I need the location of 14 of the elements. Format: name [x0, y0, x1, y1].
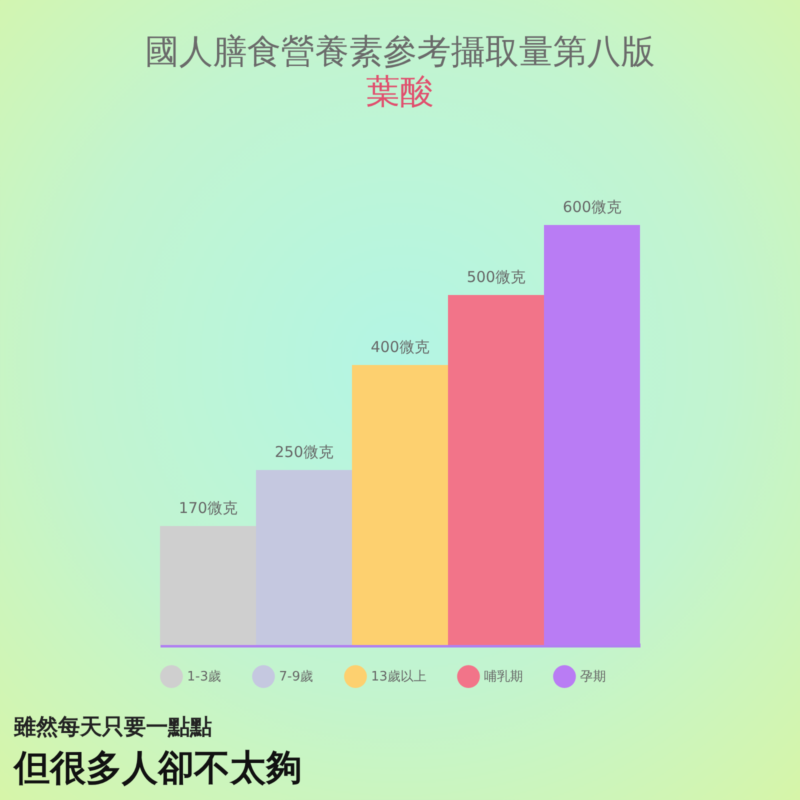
data-label: 250微克	[274, 443, 334, 461]
data-label: 500微克	[466, 268, 526, 286]
data-label: 400微克	[370, 338, 430, 356]
legend-label: 哺乳期	[484, 670, 523, 685]
text: 雖然每天只要一點點	[14, 714, 213, 742]
legend-label: 孕期	[580, 670, 606, 685]
legend-label: 13歲以上	[371, 670, 427, 685]
legend-label: 1-3歲	[187, 670, 222, 685]
text: 但很多人卻不太夠	[14, 747, 302, 791]
data-label: 600微克	[562, 198, 622, 216]
legend-label: 7-9歲	[279, 670, 314, 685]
data-label: 170微克	[178, 499, 238, 517]
chart-subtitle: 葉酸	[366, 72, 434, 112]
chart-title: 國人膳食營養素參考攝取量第八版	[145, 32, 655, 72]
